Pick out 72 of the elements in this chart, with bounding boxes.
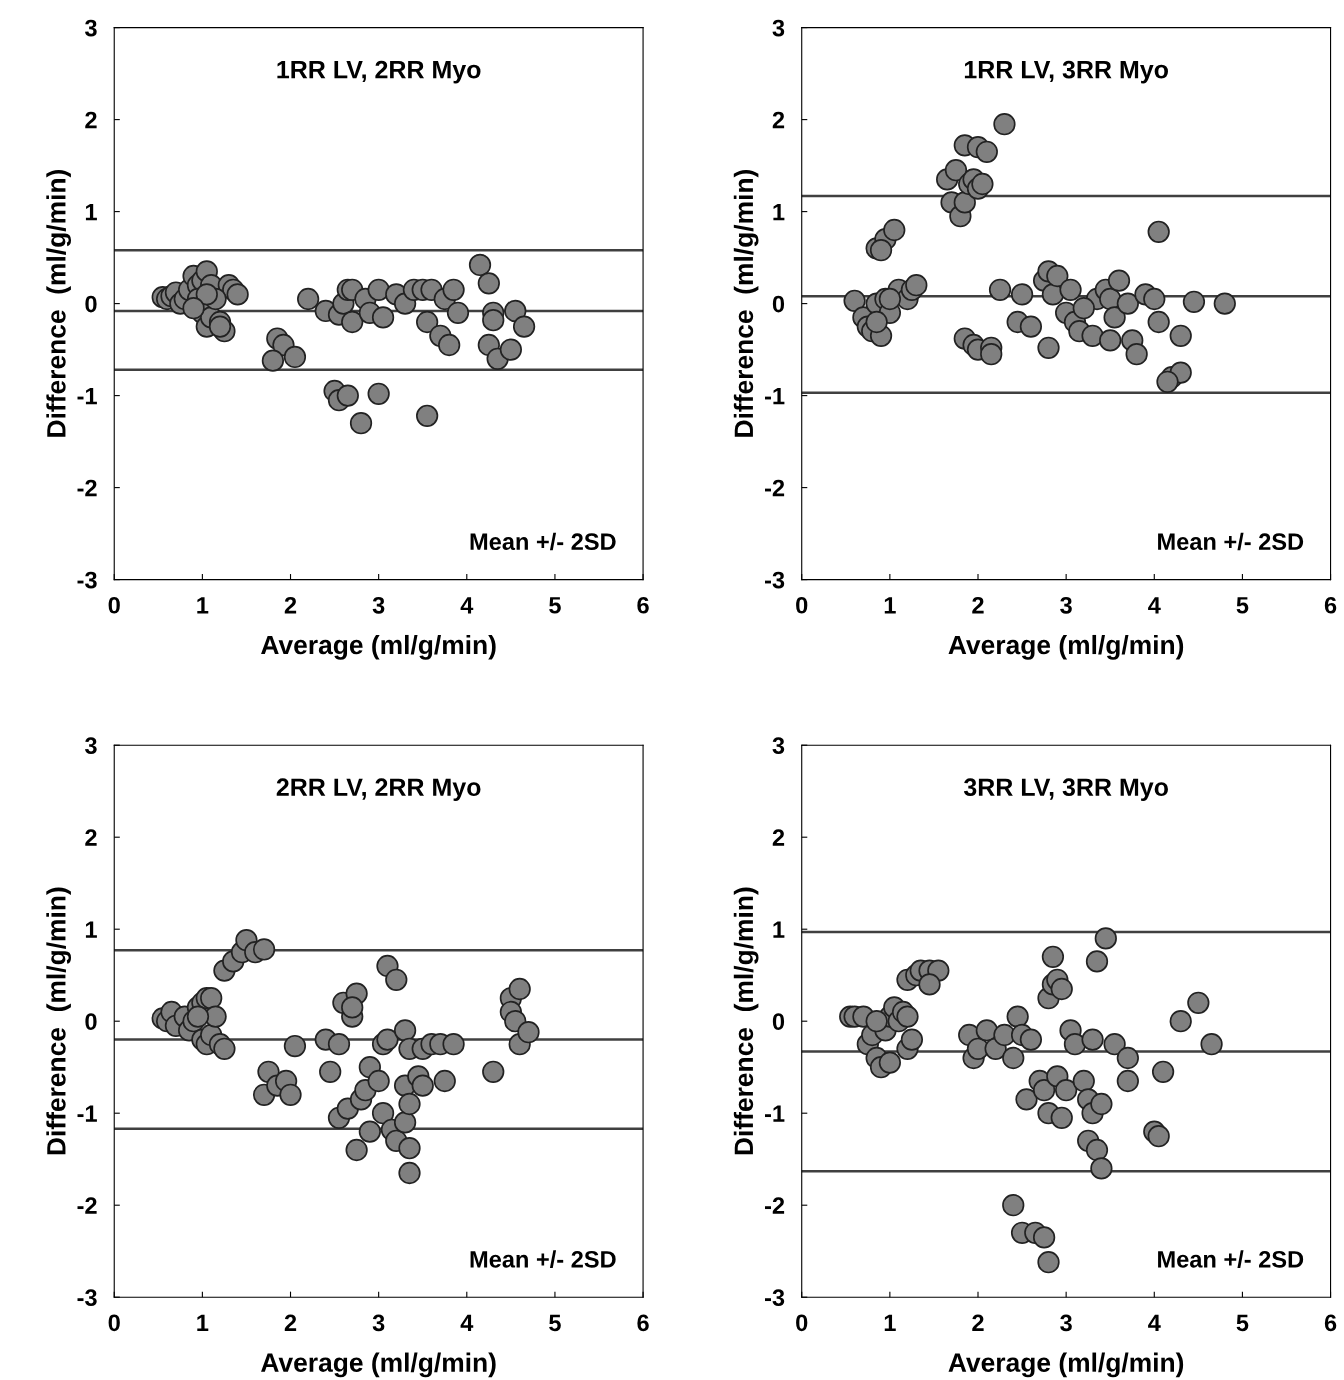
- x-tick-label: 5: [549, 1314, 561, 1332]
- y-tick-label: 1: [773, 203, 785, 221]
- x-tick-label: 2: [972, 596, 984, 614]
- x-tick-label: 1: [884, 597, 896, 614]
- x-tick-label: 4: [1148, 597, 1161, 614]
- y-tick-label: -2: [764, 1197, 785, 1214]
- y-tick-label: -1: [77, 1105, 97, 1122]
- x-tick-label: 0: [108, 596, 120, 614]
- y-tick-label: -1: [764, 1105, 785, 1122]
- annotation: Mean +/- 2SD: [1158, 532, 1304, 551]
- y-tick-label: -2: [77, 1197, 97, 1214]
- x-tick-label: 3: [372, 596, 385, 614]
- x-tick-label: 2: [284, 1314, 297, 1331]
- y-tick-label: 0: [85, 295, 97, 313]
- y-tick-label: 2: [85, 829, 97, 846]
- text: 1RR LV, 2RR Myo: [277, 60, 481, 84]
- x-axis-title: Average (ml/g/min): [261, 1352, 496, 1378]
- x-axis-title: Average (ml/g/min): [948, 634, 1184, 660]
- x-tick-label: 4: [460, 597, 474, 614]
- y-tick-label: 0: [772, 1013, 785, 1030]
- x-axis-title: Average (ml/g/min): [948, 1352, 1184, 1378]
- text: 2RR LV, 2RR Myo: [276, 778, 481, 802]
- x-tick-label: 6: [1324, 596, 1337, 614]
- y-tick-label: 0: [85, 1013, 97, 1030]
- y-axis-title: Difference (ml/g/min): [46, 170, 72, 437]
- y-tick-label: 2: [85, 111, 97, 129]
- x-tick-label: 3: [1060, 1314, 1072, 1332]
- y-tick-label: -1: [764, 387, 785, 405]
- x-tick-label: 6: [637, 1314, 649, 1332]
- y-axis-title: Difference (ml/g/min): [733, 170, 759, 437]
- x-tick-label: 4: [460, 1314, 474, 1331]
- y-tick-label: -2: [764, 479, 785, 497]
- y-axis-title: Difference (ml/g/min): [46, 887, 72, 1155]
- text: 3RR LV, 3RR Myo: [963, 778, 1168, 802]
- y-tick-label: 3: [84, 19, 97, 37]
- y-tick-label: 1: [85, 921, 97, 938]
- x-tick-label: 3: [372, 1314, 385, 1332]
- y-tick-label: -3: [77, 1289, 97, 1307]
- y-tick-label: 1: [85, 203, 97, 221]
- x-tick-label: 2: [972, 1314, 984, 1331]
- y-tick-label: -2: [77, 479, 97, 497]
- y-tick-label: 3: [772, 19, 785, 37]
- y-tick-label: -1: [77, 387, 97, 405]
- y-tick-label: 2: [772, 829, 785, 846]
- x-tick-label: 5: [1236, 1314, 1249, 1332]
- y-tick-label: 3: [772, 737, 785, 755]
- y-tick-label: 0: [772, 295, 785, 313]
- y-axis-title: Difference (ml/g/min): [733, 887, 759, 1155]
- y-tick-label: 3: [84, 737, 97, 755]
- x-tick-label: 3: [1060, 596, 1072, 614]
- y-tick-label: 1: [773, 921, 785, 938]
- x-tick-label: 2: [284, 596, 297, 614]
- x-tick-label: 0: [108, 1314, 120, 1332]
- x-tick-label: 6: [637, 596, 649, 614]
- y-tick-label: 2: [772, 111, 785, 129]
- x-tick-label: 1: [884, 1314, 896, 1331]
- x-tick-label: 1: [197, 1314, 209, 1331]
- x-tick-label: 5: [1236, 597, 1249, 614]
- y-tick-label: -3: [764, 1289, 785, 1307]
- annotation: Mean +/- 2SD: [1158, 1250, 1304, 1268]
- x-tick-label: 5: [549, 597, 561, 614]
- x-axis-title: Average (ml/g/min): [261, 634, 496, 660]
- y-tick-label: -3: [764, 571, 785, 589]
- x-tick-label: 4: [1148, 1314, 1161, 1331]
- x-tick-label: 0: [796, 596, 808, 614]
- x-tick-label: 6: [1324, 1314, 1337, 1332]
- text: 1RR LV, 3RR Myo: [964, 60, 1168, 84]
- x-tick-label: 1: [197, 597, 209, 614]
- annotation: Mean +/- 2SD: [470, 1250, 616, 1268]
- x-tick-label: 0: [796, 1314, 808, 1332]
- y-tick-label: -3: [77, 571, 97, 589]
- annotation: Mean +/- 2SD: [470, 532, 616, 551]
